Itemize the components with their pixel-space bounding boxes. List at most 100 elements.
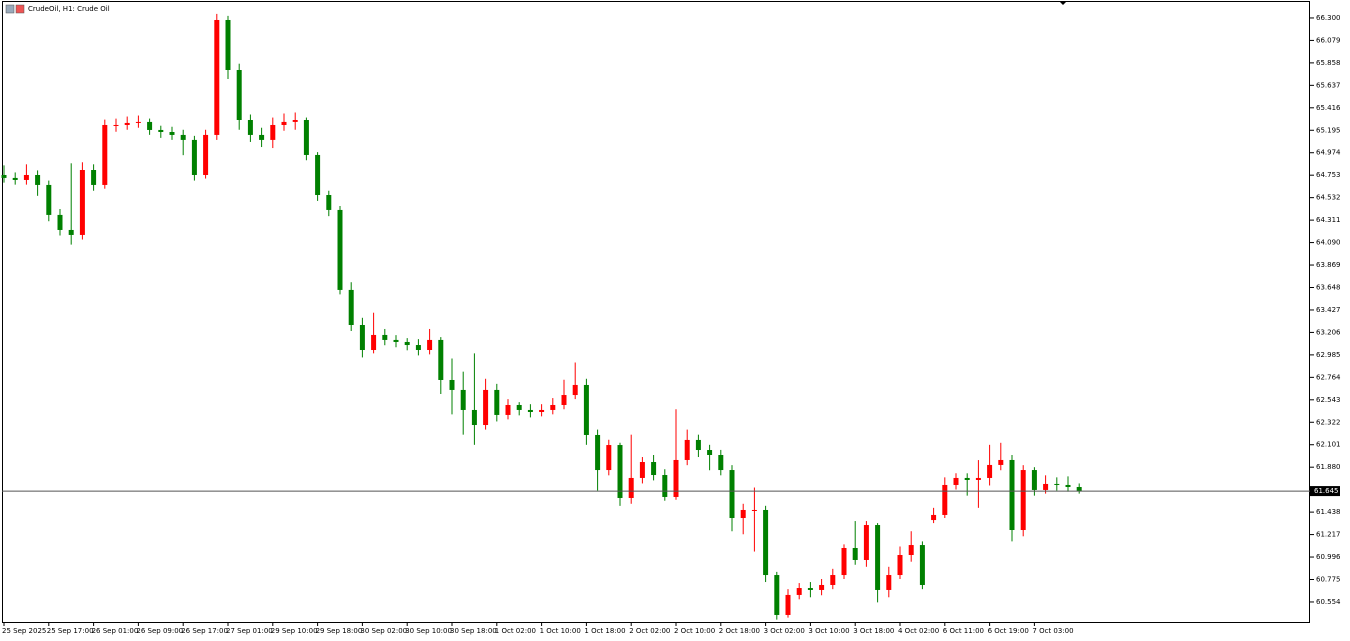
candle-body — [729, 470, 735, 519]
x-tick-label: 1 Oct 10:00 — [540, 627, 581, 635]
candle-body — [449, 379, 455, 390]
candle-body — [281, 121, 287, 125]
candle-body — [975, 477, 981, 480]
candle-body — [438, 339, 444, 380]
candle-body — [1043, 483, 1049, 490]
x-tick-label: 6 Oct 11:00 — [943, 627, 984, 635]
candle-body — [886, 575, 892, 590]
candle-body — [539, 409, 545, 413]
x-tick-label: 2 Oct 18:00 — [719, 627, 760, 635]
candle-body — [774, 575, 780, 615]
candle-body — [606, 445, 612, 471]
y-tick-label: 61.438 — [1316, 508, 1341, 516]
candle-body — [326, 195, 332, 210]
candle-body — [292, 120, 298, 122]
y-tick-label: 61.217 — [1316, 531, 1341, 539]
candle-body — [852, 547, 858, 560]
candle-body — [718, 454, 724, 471]
candle-body — [908, 545, 914, 556]
candle-body — [819, 584, 825, 590]
last-price-label: 61.645 — [1314, 487, 1339, 495]
candle-body — [124, 122, 130, 125]
y-tick-label: 62.322 — [1316, 418, 1341, 426]
candle-body — [751, 509, 757, 511]
y-tick-label: 64.974 — [1316, 149, 1341, 157]
candle-body — [527, 409, 533, 413]
x-tick-label: 3 Oct 10:00 — [808, 627, 849, 635]
candle-body — [807, 588, 813, 590]
candle-body — [371, 334, 377, 351]
candle-body — [427, 339, 433, 351]
candle-body — [572, 384, 578, 396]
candle-body — [23, 174, 29, 180]
y-tick-label: 64.532 — [1316, 194, 1341, 202]
candle-body — [35, 174, 41, 185]
x-tick-label: 30 Sep 02:00 — [360, 627, 407, 635]
candle-body — [337, 209, 343, 290]
candle-body — [942, 484, 948, 515]
candle-body — [102, 124, 108, 185]
candle-body — [147, 121, 153, 130]
y-tick-label: 66.079 — [1316, 36, 1341, 44]
candle-body — [382, 334, 388, 340]
y-tick-label: 62.764 — [1316, 373, 1341, 381]
candle-body — [863, 525, 869, 560]
x-tick-label: 3 Oct 18:00 — [853, 627, 894, 635]
candle-body — [628, 477, 634, 498]
y-tick-label: 60.554 — [1316, 598, 1341, 606]
candle-body — [1, 174, 7, 178]
candle-body — [662, 475, 668, 497]
plot-frame — [2, 1, 1310, 623]
candle-body — [460, 389, 466, 410]
y-tick-label: 60.996 — [1316, 553, 1341, 561]
x-tick-label: 25 Sep 17:00 — [47, 627, 94, 635]
candle-body — [796, 588, 802, 595]
x-tick-label: 6 Oct 19:00 — [988, 627, 1029, 635]
candle-body — [830, 575, 836, 585]
y-tick-label: 63.648 — [1316, 283, 1341, 291]
candle-body — [180, 134, 186, 140]
candle-body — [471, 409, 477, 426]
candle-body — [303, 120, 309, 155]
candle-body — [483, 389, 489, 426]
y-tick-label: 65.416 — [1316, 104, 1341, 112]
candle-body — [998, 459, 1004, 465]
x-tick-label: 4 Oct 02:00 — [898, 627, 939, 635]
candle-body — [583, 384, 589, 435]
candle-body — [875, 525, 881, 590]
y-tick-label: 64.753 — [1316, 171, 1341, 179]
shift-marker — [1059, 1, 1067, 5]
y-tick-label: 65.637 — [1316, 81, 1341, 89]
candle-body — [79, 170, 85, 235]
y-tick-label: 66.300 — [1316, 14, 1341, 22]
x-tick-label: 2 Oct 02:00 — [629, 627, 670, 635]
candle-body — [684, 439, 690, 460]
x-tick-label: 1 Oct 18:00 — [584, 627, 625, 635]
x-tick-label: 30 Sep 18:00 — [450, 627, 497, 635]
candle-body — [415, 345, 421, 351]
candle-body — [1076, 487, 1082, 492]
y-tick-label: 65.195 — [1316, 126, 1341, 134]
candle-body — [595, 434, 601, 471]
candle-body — [203, 134, 209, 175]
last-price-box — [1310, 486, 1340, 497]
candle-body — [91, 170, 97, 185]
x-tick-label: 2 Oct 10:00 — [674, 627, 715, 635]
candle-body — [505, 404, 511, 415]
candle-body — [785, 594, 791, 615]
candle-body — [169, 131, 175, 135]
candle-body — [617, 445, 623, 498]
candle-body — [393, 339, 399, 342]
x-tick-label: 1 Oct 02:00 — [495, 627, 536, 635]
candle-body — [516, 404, 522, 410]
candle-body — [550, 404, 556, 410]
candle-body — [12, 177, 18, 180]
x-tick-label: 26 Sep 17:00 — [181, 627, 228, 635]
y-tick-label: 64.311 — [1316, 216, 1341, 224]
x-tick-label: 3 Oct 02:00 — [764, 627, 805, 635]
candle-body — [987, 464, 993, 478]
candle-body — [247, 120, 253, 135]
candle-body — [740, 509, 746, 519]
candle-body — [1065, 484, 1071, 488]
y-tick-label: 65.858 — [1316, 59, 1341, 67]
